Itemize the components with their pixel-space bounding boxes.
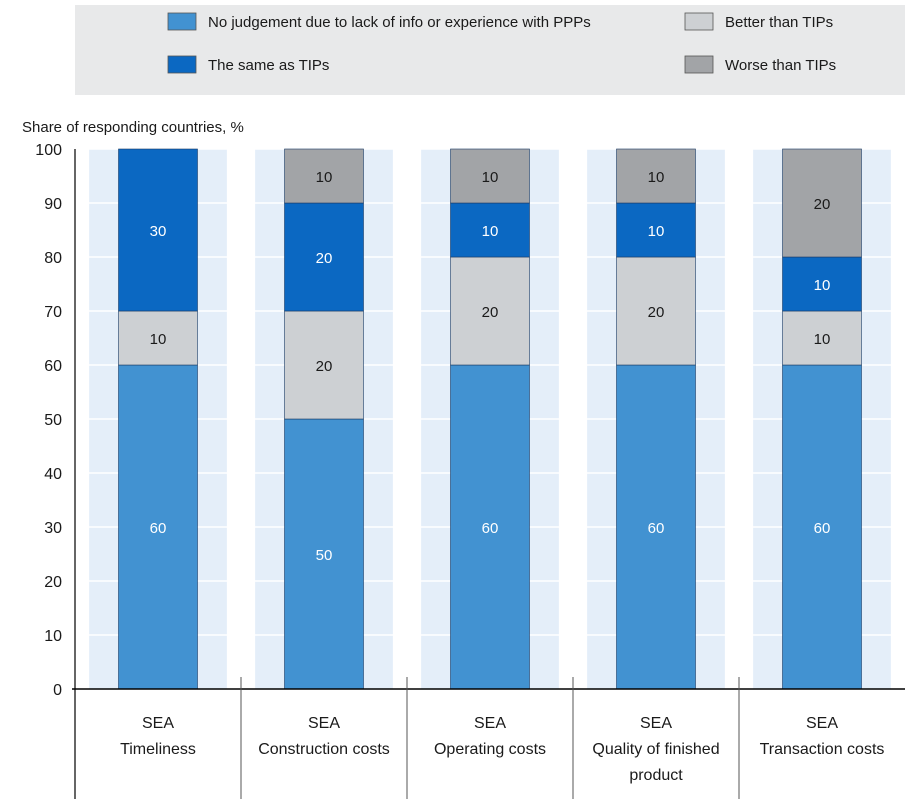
legend-label-no_judgement: No judgement due to lack of info or expe… <box>208 14 591 31</box>
legend-swatch-no_judgement <box>167 12 197 31</box>
bar-segment-better <box>616 256 696 366</box>
y-tick-label: 80 <box>44 250 62 267</box>
y-tick-label: 100 <box>35 142 62 159</box>
bar-segment-worse <box>616 148 696 204</box>
legend-label-better: Better than TIPs <box>725 14 833 31</box>
data-label: 60 <box>482 520 499 537</box>
y-tick-label: 60 <box>44 358 62 375</box>
legend-label-worse: Worse than TIPs <box>725 57 836 74</box>
bar-segment-better <box>118 310 198 366</box>
y-tick-label: 0 <box>53 682 62 699</box>
x-category-label: SEA Construction costs <box>258 715 390 758</box>
data-label: 30 <box>150 223 167 240</box>
data-label: 20 <box>482 304 499 321</box>
data-label: 60 <box>648 520 665 537</box>
data-label: 10 <box>814 331 831 348</box>
data-label: 10 <box>814 277 831 294</box>
data-label: 50 <box>316 547 333 564</box>
legend: No judgement due to lack of info or expe… <box>167 12 836 74</box>
data-label: 10 <box>482 223 499 240</box>
legend-swatch-better <box>684 12 714 31</box>
data-label: 60 <box>150 520 167 537</box>
data-label: 10 <box>150 331 167 348</box>
bar-segment-no_judgement <box>782 364 862 690</box>
legend-label-same: The same as TIPs <box>208 57 329 74</box>
x-category-label: SEA Operating costs <box>434 715 546 758</box>
legend-swatch-worse <box>684 55 714 74</box>
y-tick-label: 10 <box>44 628 62 645</box>
y-tick-label: 20 <box>44 574 62 591</box>
legend-item-no_judgement: No judgement due to lack of info or expe… <box>167 12 591 31</box>
bar-segment-same <box>284 202 364 312</box>
y-tick-label: 40 <box>44 466 62 483</box>
legend-box <box>75 5 905 95</box>
bar-segment-no_judgement <box>616 364 696 690</box>
bar-segment-same <box>450 202 530 258</box>
data-label: 60 <box>814 520 831 537</box>
bar-segment-better <box>284 310 364 420</box>
bar-segment-same <box>118 148 198 312</box>
y-axis-title: Share of responding countries, % <box>22 119 244 136</box>
y-tick-label: 50 <box>44 412 62 429</box>
legend-item-same: The same as TIPs <box>167 55 329 74</box>
x-category-label: SEA Transaction costs <box>760 715 885 758</box>
data-label: 10 <box>648 169 665 186</box>
y-tick-label: 90 <box>44 196 62 213</box>
bar-segment-no_judgement <box>284 418 364 690</box>
legend-item-better: Better than TIPs <box>684 12 833 31</box>
bar-segment-worse <box>284 148 364 204</box>
bar-segment-no_judgement <box>450 364 530 690</box>
data-label: 20 <box>316 358 333 375</box>
bar-segment-better <box>450 256 530 366</box>
bar-segment-worse <box>782 148 862 258</box>
bar-segment-worse <box>450 148 530 204</box>
y-tick-label: 30 <box>44 520 62 537</box>
plot-area: 0 10 20 30 40 50 60 70 80 90 100 60 10 30 50 20 20 10 60 20… <box>35 142 905 799</box>
data-label: 20 <box>316 250 333 267</box>
data-label: 10 <box>316 169 333 186</box>
data-label: 20 <box>814 196 831 213</box>
y-tick-label: 70 <box>44 304 62 321</box>
data-label: 10 <box>482 169 499 186</box>
x-category-label: SEA Timeliness <box>120 715 196 758</box>
x-category-label: SEA Quality of finished product <box>592 715 719 784</box>
bar-segment-same <box>782 256 862 312</box>
data-label: 10 <box>648 223 665 240</box>
legend-swatch-same <box>167 55 197 74</box>
data-label: 20 <box>648 304 665 321</box>
bar-segment-better <box>782 310 862 366</box>
legend-item-worse: Worse than TIPs <box>684 55 836 74</box>
bar-segment-same <box>616 202 696 258</box>
